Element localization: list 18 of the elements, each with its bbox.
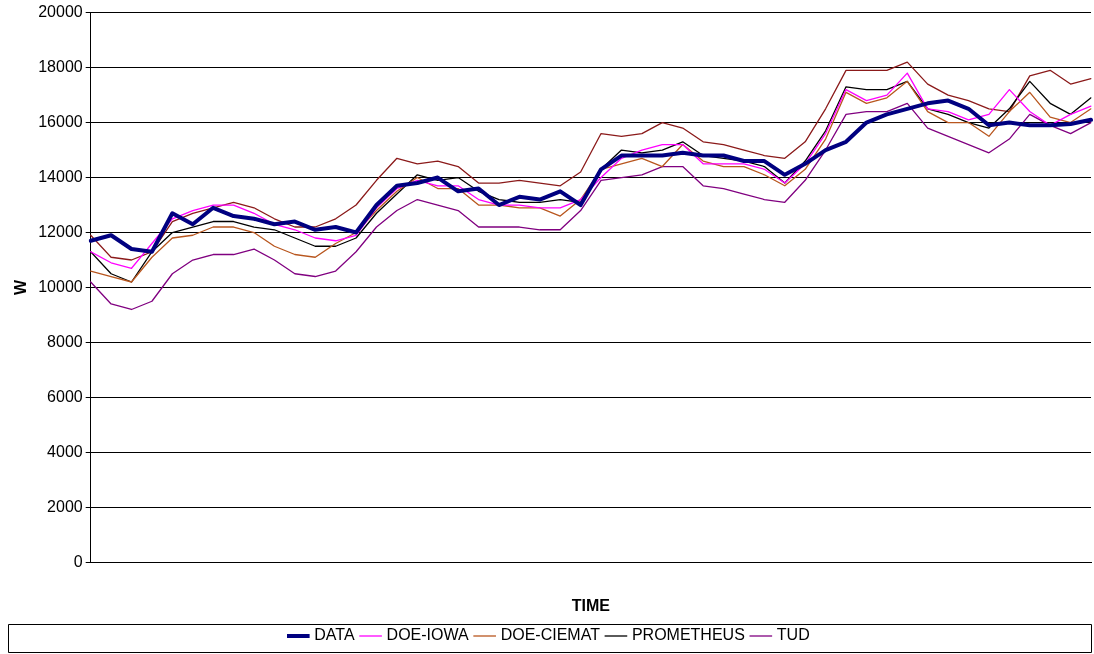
y-axis-title: W (12, 279, 30, 296)
y-tick-label: 6000 (47, 387, 83, 405)
y-tick-label: 18000 (38, 57, 83, 75)
y-tick-label: 20000 (38, 3, 83, 21)
legend-label: DOE-IOWA (386, 626, 469, 644)
legend-label: TUD (776, 626, 810, 644)
y-tick-label: 16000 (38, 112, 83, 130)
y-tick-label: 0 (73, 552, 83, 570)
y-tick-label: 2000 (47, 497, 83, 515)
legend-label: PROMETHEUS (631, 626, 745, 644)
y-tick-label: 12000 (38, 222, 83, 240)
legend-label: DOE-CIEMAT (500, 626, 601, 644)
legend-label: DATA (314, 626, 355, 644)
y-tick-label: 14000 (38, 167, 83, 185)
y-tick-label: 10000 (38, 277, 83, 295)
y-tick-label: 4000 (47, 442, 83, 460)
x-axis-title: TIME (571, 596, 611, 614)
y-tick-label: 8000 (47, 332, 83, 350)
